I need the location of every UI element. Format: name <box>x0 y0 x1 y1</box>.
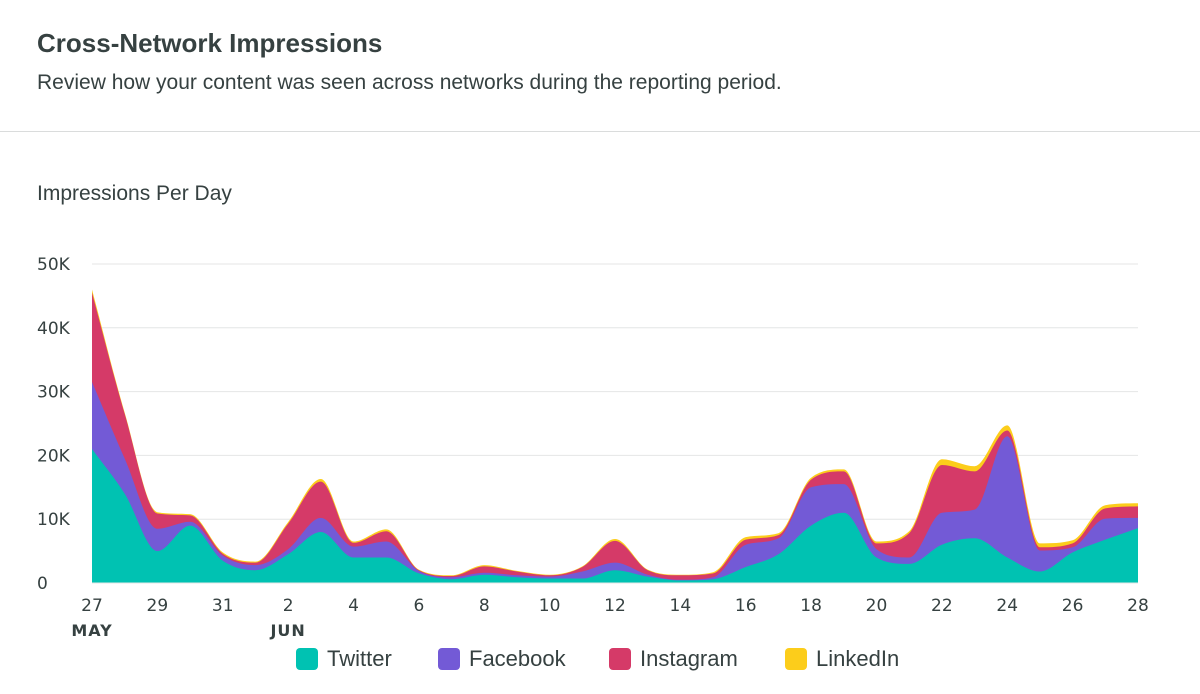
legend-swatch-instagram <box>609 648 631 670</box>
legend-item-facebook[interactable]: Facebook <box>438 642 566 676</box>
x-tick-label: 20 <box>866 596 888 616</box>
header-divider <box>0 131 1200 132</box>
x-tick-label: 18 <box>800 596 822 616</box>
x-tick-label: 6 <box>413 596 424 616</box>
month-label: JUN <box>269 621 305 640</box>
legend-swatch-facebook <box>438 648 460 670</box>
panel-header: Cross-Network Impressions Review how you… <box>0 0 1200 132</box>
x-tick-label: 10 <box>539 596 561 616</box>
y-tick-label: 50K <box>37 255 71 275</box>
legend-item-linkedin[interactable]: LinkedIn <box>785 642 899 676</box>
month-label: MAY <box>71 621 112 640</box>
legend-label-instagram: Instagram <box>640 646 738 671</box>
x-tick-label: 14 <box>670 596 692 616</box>
area-series-twitter <box>92 449 1138 583</box>
y-tick-label: 30K <box>37 383 71 403</box>
x-tick-label: 12 <box>604 596 626 616</box>
x-tick-label: 4 <box>348 596 359 616</box>
x-tick-label: 28 <box>1127 596 1149 616</box>
y-tick-label: 0 <box>37 574 48 594</box>
legend-swatch-linkedin <box>785 648 807 670</box>
chart-title: Impressions Per Day <box>37 182 232 205</box>
y-tick-label: 40K <box>37 319 71 339</box>
legend-label-facebook: Facebook <box>469 646 566 671</box>
y-tick-label: 20K <box>37 446 71 466</box>
legend-swatch-twitter <box>296 648 318 670</box>
x-tick-label: 26 <box>1062 596 1084 616</box>
x-tick-label: 8 <box>479 596 490 616</box>
y-tick-label: 10K <box>37 510 71 530</box>
x-tick-label: 29 <box>147 596 169 616</box>
legend-item-twitter[interactable]: Twitter <box>296 642 392 676</box>
legend-label-linkedin: LinkedIn <box>816 646 900 671</box>
x-tick-label: 24 <box>996 596 1018 616</box>
legend-label-twitter: Twitter <box>327 646 392 671</box>
panel-title: Cross-Network Impressions <box>37 28 383 58</box>
x-tick-label: 2 <box>283 596 294 616</box>
x-tick-label: 31 <box>212 596 234 616</box>
x-tick-label: 27 <box>81 596 103 616</box>
chart-legend: Twitter Facebook Instagram LinkedIn <box>0 642 1200 676</box>
panel-subtitle: Review how your content was seen across … <box>37 71 782 94</box>
legend-item-instagram[interactable]: Instagram <box>609 642 738 676</box>
x-tick-label: 22 <box>931 596 953 616</box>
x-tick-label: 16 <box>735 596 757 616</box>
